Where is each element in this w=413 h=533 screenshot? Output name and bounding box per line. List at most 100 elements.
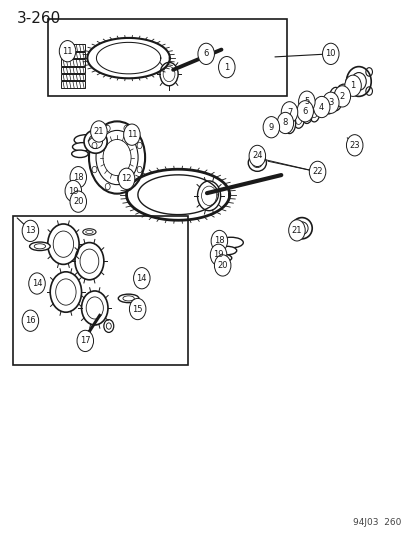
Circle shape: [22, 310, 38, 332]
Circle shape: [313, 96, 329, 118]
Ellipse shape: [201, 46, 211, 56]
Ellipse shape: [285, 117, 292, 130]
Ellipse shape: [328, 87, 342, 111]
Text: 15: 15: [132, 304, 142, 313]
Circle shape: [280, 102, 297, 123]
Ellipse shape: [310, 105, 317, 118]
Text: 6: 6: [302, 107, 307, 116]
Circle shape: [210, 244, 226, 265]
Text: 20: 20: [217, 261, 228, 270]
Ellipse shape: [248, 155, 266, 171]
Circle shape: [77, 330, 93, 352]
Circle shape: [70, 191, 86, 212]
Circle shape: [28, 273, 45, 294]
Ellipse shape: [83, 229, 96, 235]
Ellipse shape: [303, 110, 309, 120]
Circle shape: [298, 91, 314, 112]
Ellipse shape: [71, 150, 88, 158]
Text: 1: 1: [223, 63, 229, 71]
Circle shape: [22, 220, 38, 241]
Text: 3: 3: [328, 98, 332, 107]
Ellipse shape: [24, 318, 37, 324]
Ellipse shape: [218, 237, 243, 248]
Circle shape: [123, 124, 140, 146]
Text: 23: 23: [349, 141, 359, 150]
Circle shape: [197, 43, 214, 64]
Ellipse shape: [282, 112, 295, 134]
Circle shape: [90, 121, 107, 142]
Circle shape: [346, 135, 362, 156]
Ellipse shape: [322, 95, 334, 114]
Text: 21: 21: [93, 127, 104, 136]
Ellipse shape: [345, 74, 363, 93]
Ellipse shape: [74, 135, 99, 146]
Circle shape: [288, 220, 304, 241]
Circle shape: [322, 92, 338, 114]
Text: 20: 20: [73, 197, 83, 206]
Text: 3-260: 3-260: [17, 11, 61, 26]
Circle shape: [309, 161, 325, 182]
Ellipse shape: [88, 134, 102, 149]
Ellipse shape: [72, 143, 92, 151]
Ellipse shape: [294, 113, 301, 124]
Text: 19: 19: [213, 251, 223, 260]
Ellipse shape: [295, 222, 307, 235]
Ellipse shape: [118, 294, 139, 303]
Text: 11: 11: [126, 130, 137, 139]
Text: 1: 1: [349, 81, 355, 90]
Ellipse shape: [292, 109, 304, 128]
Circle shape: [59, 41, 76, 62]
Ellipse shape: [339, 87, 348, 97]
Circle shape: [344, 75, 361, 96]
Circle shape: [65, 180, 81, 201]
Ellipse shape: [123, 296, 134, 301]
Ellipse shape: [331, 92, 339, 106]
Circle shape: [333, 86, 350, 107]
Ellipse shape: [29, 242, 50, 251]
Bar: [13, 216, 188, 365]
Text: 4: 4: [318, 102, 323, 111]
Text: 7: 7: [286, 108, 292, 117]
Text: 14: 14: [32, 279, 42, 288]
Circle shape: [129, 298, 145, 320]
Ellipse shape: [84, 130, 107, 154]
Circle shape: [211, 230, 227, 252]
Ellipse shape: [85, 230, 93, 233]
Text: 13: 13: [25, 227, 36, 236]
Text: 21: 21: [291, 226, 301, 235]
Text: 22: 22: [311, 167, 322, 176]
Ellipse shape: [34, 244, 45, 249]
Ellipse shape: [291, 217, 311, 239]
Text: 24: 24: [252, 151, 262, 160]
Circle shape: [218, 56, 235, 78]
Text: 8: 8: [282, 118, 287, 127]
Ellipse shape: [219, 62, 234, 71]
Ellipse shape: [318, 102, 324, 112]
Text: 18: 18: [73, 173, 83, 182]
Text: 12: 12: [121, 174, 131, 183]
Text: 94J03  260: 94J03 260: [352, 518, 400, 527]
Ellipse shape: [252, 158, 262, 167]
Circle shape: [296, 101, 313, 122]
Text: 16: 16: [25, 316, 36, 325]
Circle shape: [322, 43, 338, 64]
Text: 11: 11: [62, 47, 73, 55]
Text: 17: 17: [80, 336, 90, 345]
Circle shape: [70, 166, 86, 188]
Text: 2: 2: [339, 92, 344, 101]
Ellipse shape: [203, 49, 208, 54]
Text: 19: 19: [68, 187, 78, 196]
Circle shape: [249, 146, 265, 166]
Ellipse shape: [316, 99, 326, 116]
Ellipse shape: [308, 101, 319, 122]
Ellipse shape: [349, 77, 359, 89]
Circle shape: [118, 168, 135, 189]
Text: 6: 6: [203, 50, 208, 58]
Ellipse shape: [325, 99, 331, 110]
Circle shape: [263, 117, 279, 138]
Circle shape: [276, 112, 293, 134]
Ellipse shape: [336, 84, 351, 100]
Text: 14: 14: [136, 273, 147, 282]
Circle shape: [214, 255, 230, 276]
Ellipse shape: [351, 72, 366, 91]
